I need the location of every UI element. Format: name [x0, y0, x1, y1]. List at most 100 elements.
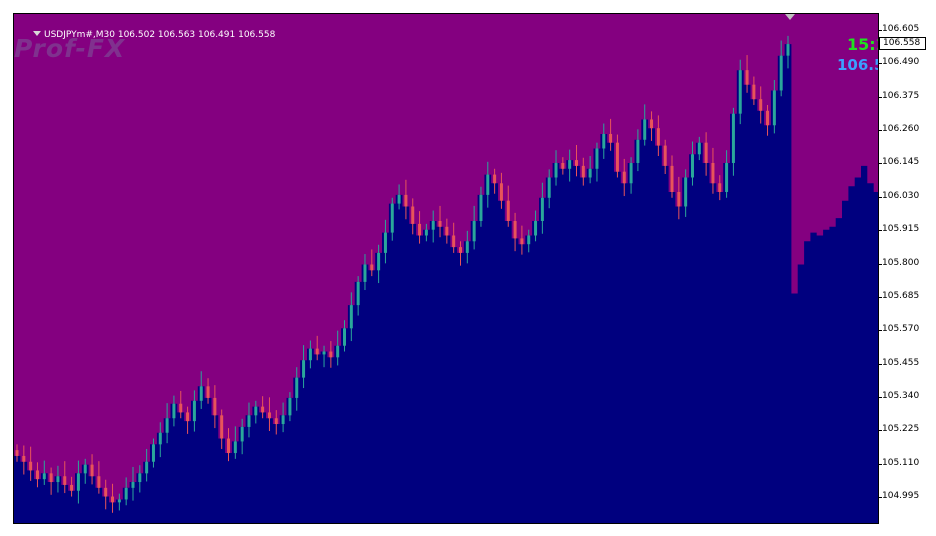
- symbol-header-text: USDJPYm#,M30 106.502 106.563 106.491 106…: [44, 30, 276, 40]
- candle: [690, 141, 694, 186]
- candle-body: [179, 403, 183, 413]
- candle-body: [731, 113, 735, 163]
- candle-body: [609, 133, 613, 143]
- candle-body: [220, 415, 224, 439]
- candle: [233, 426, 237, 459]
- candle-body: [322, 351, 326, 355]
- candle-body: [431, 220, 435, 230]
- candle-body: [684, 177, 688, 207]
- candle: [643, 104, 647, 146]
- candle: [22, 445, 26, 475]
- candle: [438, 205, 442, 238]
- chart-plot[interactable]: [14, 14, 879, 524]
- candle-body: [766, 110, 770, 126]
- candle: [622, 158, 626, 197]
- y-tick-mark: [879, 230, 882, 232]
- y-tick-label: 106.260: [882, 124, 920, 135]
- candle: [165, 403, 169, 444]
- candle: [220, 409, 224, 449]
- candle: [192, 390, 196, 432]
- candle: [42, 460, 46, 485]
- y-tick-mark: [879, 363, 882, 365]
- chart-shift-icon[interactable]: [785, 14, 795, 20]
- candle-body: [145, 461, 149, 474]
- y-tick-label: 105.340: [882, 390, 920, 401]
- candle: [472, 205, 476, 250]
- candle-body: [370, 264, 374, 271]
- candle: [172, 395, 176, 427]
- candle: [534, 210, 538, 242]
- collapse-triangle-icon[interactable]: [33, 31, 41, 36]
- candle-body: [404, 194, 408, 207]
- candle: [206, 378, 210, 404]
- candle: [452, 222, 456, 253]
- current-price-display: 106.56: [837, 56, 878, 74]
- candle-body: [602, 133, 606, 149]
- candle: [520, 225, 524, 255]
- candle: [506, 185, 510, 227]
- y-tick-mark: [879, 396, 882, 398]
- lower-fill-area: [14, 44, 878, 523]
- candle-body: [336, 345, 340, 358]
- candle: [151, 438, 155, 468]
- candle: [670, 155, 674, 198]
- candle-body: [772, 90, 776, 126]
- candle-body: [383, 232, 387, 253]
- candle-body: [445, 226, 449, 236]
- candle-body: [574, 160, 578, 166]
- candle: [336, 330, 340, 366]
- candle-body: [438, 220, 442, 227]
- y-tick-label: 105.455: [882, 357, 920, 368]
- candle-body: [172, 403, 176, 419]
- candle: [684, 169, 688, 217]
- y-tick-mark: [879, 296, 882, 298]
- y-tick-label: 105.685: [882, 290, 920, 301]
- candle: [711, 147, 715, 194]
- candle-body: [581, 165, 585, 178]
- candle-body: [527, 235, 531, 245]
- candle-body: [97, 476, 101, 488]
- candle-body: [131, 482, 135, 488]
- candle: [390, 197, 394, 241]
- candle-body: [151, 444, 155, 462]
- candle: [138, 465, 142, 493]
- candle-body: [192, 400, 196, 422]
- candle-body: [513, 220, 517, 239]
- candle-body: [424, 229, 428, 236]
- candle: [240, 418, 244, 455]
- candle-body: [418, 223, 422, 236]
- candle: [322, 345, 326, 368]
- candle-body: [29, 461, 33, 471]
- candle-body: [759, 99, 763, 111]
- candle-body: [540, 197, 544, 221]
- candle-body: [499, 183, 503, 201]
- candle-body: [363, 264, 367, 282]
- y-tick-mark: [879, 63, 882, 65]
- candle-body: [493, 174, 497, 184]
- candle: [363, 254, 367, 291]
- candle-body: [349, 305, 353, 329]
- candle-body: [83, 464, 87, 474]
- candle: [636, 129, 640, 172]
- candle-body: [458, 247, 462, 253]
- candle: [465, 230, 469, 264]
- current-price-label: 106.558: [879, 37, 926, 50]
- candle: [49, 467, 53, 495]
- candle-body: [206, 386, 210, 398]
- candle: [186, 406, 190, 434]
- candle: [499, 172, 503, 209]
- candle: [629, 157, 633, 194]
- candle: [738, 59, 742, 125]
- candle-body: [15, 450, 19, 456]
- y-tick-label: 105.915: [882, 224, 920, 235]
- candle: [83, 458, 87, 484]
- candle: [718, 175, 722, 201]
- candle: [574, 144, 578, 177]
- candle: [227, 428, 231, 462]
- y-tick-mark: [879, 430, 882, 432]
- candle-body: [42, 473, 46, 480]
- candle: [199, 371, 203, 409]
- chart-frame[interactable]: Prof-FX USDJPYm#,M30 106.502 106.563 106…: [13, 13, 879, 524]
- candle: [254, 400, 258, 424]
- candle: [63, 461, 67, 494]
